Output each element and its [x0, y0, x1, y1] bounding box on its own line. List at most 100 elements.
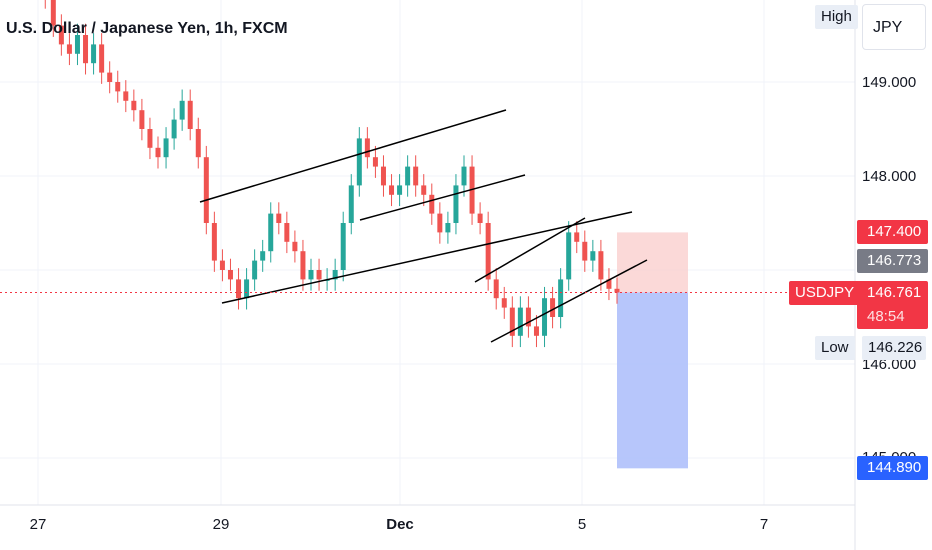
x-tick-27: 27 [29, 516, 47, 533]
candle-body [268, 213, 274, 252]
candle-body [453, 185, 459, 223]
candle-body [558, 279, 564, 317]
candle-body [340, 223, 346, 270]
candle-body [131, 100, 137, 111]
last-close-tag: 146.773 [857, 249, 928, 273]
candle-body [155, 147, 161, 158]
trendline-3 [474, 217, 586, 283]
candle-body [187, 100, 193, 129]
trendline-0 [199, 109, 507, 203]
currency-button[interactable]: JPY [862, 4, 926, 50]
candle-body [195, 129, 201, 158]
candle-body [372, 157, 378, 167]
x-tick-29: 29 [212, 516, 230, 533]
candle-body [74, 35, 80, 54]
trendlines [199, 109, 648, 343]
candle-body [356, 138, 362, 186]
trendline-4 [490, 259, 648, 343]
candle-body [485, 223, 491, 280]
low-value-badge: 146.226 [862, 336, 926, 360]
trendline-2 [221, 211, 633, 304]
candle-body [566, 232, 572, 280]
candle-body [582, 241, 588, 261]
candle-body [236, 279, 242, 299]
candle-body [308, 270, 314, 280]
candles [44, 0, 620, 348]
candle-body [316, 270, 322, 280]
candle-body [614, 288, 620, 293]
candle-body [211, 223, 217, 261]
y-tick-146: 146.000 [862, 356, 917, 373]
candle-body [227, 270, 233, 280]
candle-body [413, 166, 419, 186]
candle-body [517, 307, 523, 336]
candle-body [276, 213, 282, 223]
high-badge: High [815, 5, 858, 29]
candle-body [219, 260, 225, 270]
candle-body [421, 185, 427, 195]
candle-body [260, 251, 266, 261]
y-tick-149: 149.000 [862, 74, 917, 91]
candle-body [58, 25, 64, 45]
candle-body [99, 44, 105, 73]
candle-body [606, 279, 612, 289]
candle-body [598, 251, 604, 280]
x-tick-5: 5 [577, 516, 587, 533]
candle-body [171, 119, 177, 139]
candle-body [525, 307, 531, 327]
candle-body [179, 100, 185, 120]
candle-body [147, 129, 153, 148]
candle-body [284, 223, 290, 242]
candle-body [115, 82, 121, 92]
candle-body [83, 35, 89, 64]
position-zones [617, 232, 688, 469]
stop-loss-zone [617, 232, 688, 293]
candle-body [139, 110, 145, 129]
chart-title: U.S. Dollar / Japanese Yen, 1h, FXCM [6, 20, 288, 37]
candle-body [203, 157, 209, 223]
target-bottom-tag: 144.890 [857, 456, 928, 480]
candle-body [91, 44, 97, 64]
candle-body [107, 72, 113, 82]
x-tick-7: 7 [759, 516, 769, 533]
candle-body [163, 138, 169, 158]
candle-body [590, 251, 596, 261]
candle-body [477, 213, 483, 223]
x-tick-dec: Dec [386, 516, 414, 533]
y-tick-148: 148.000 [862, 168, 917, 185]
candle-body [542, 298, 548, 336]
current-price-tag: 146.761 48:54 [857, 281, 928, 329]
candle-body [348, 185, 354, 223]
candle-body [574, 232, 580, 242]
symbol-tag: USDJPY [789, 281, 861, 305]
trendline-1 [359, 174, 526, 221]
candle-body [501, 298, 507, 308]
target-top-tag: 147.400 [857, 220, 928, 244]
candle-body [550, 298, 556, 317]
candle-body [389, 185, 395, 195]
candle-body [405, 166, 411, 186]
candle-body [66, 44, 72, 54]
candle-body [50, 0, 56, 26]
candle-body [533, 326, 539, 336]
candle-body [332, 270, 338, 280]
chart-grid [0, 0, 856, 550]
candle-body [244, 279, 250, 299]
candle-body [493, 279, 499, 299]
candle-body [380, 166, 386, 186]
candle-body [364, 138, 370, 158]
candle-body [509, 307, 515, 336]
candle-body [429, 194, 435, 214]
current-price-value: 146.761 [867, 284, 922, 301]
candle-body [252, 260, 258, 280]
candle-body [461, 166, 467, 186]
candle-body [300, 251, 306, 280]
candle-body [123, 91, 129, 101]
low-badge: Low [815, 336, 855, 360]
bar-countdown: 48:54 [867, 308, 905, 325]
candle-body [445, 223, 451, 233]
take-profit-zone [617, 292, 688, 469]
candle-body [437, 213, 443, 233]
candle-body [292, 241, 298, 252]
